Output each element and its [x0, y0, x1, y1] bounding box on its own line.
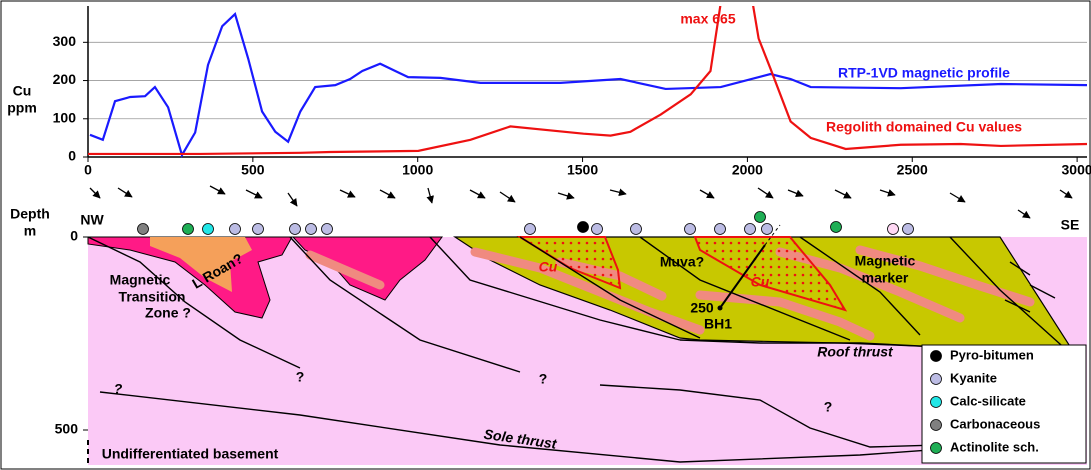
annotation: max 665 — [680, 11, 735, 27]
sample-marker — [525, 224, 536, 235]
x-tick-label: 2000 — [732, 162, 763, 178]
arrow — [558, 193, 574, 198]
sample-marker — [203, 224, 214, 235]
section-label: 250 — [690, 300, 714, 316]
sample-marker — [592, 224, 603, 235]
depth-label: m — [24, 223, 36, 239]
arrow — [758, 188, 773, 198]
drill-hole-end — [718, 306, 723, 311]
series-label: Regolith domained Cu values — [826, 119, 1022, 135]
legend-marker — [931, 443, 942, 454]
section-label: Undifferentiated basement — [102, 446, 279, 462]
section-label: marker — [862, 270, 909, 286]
sample-marker — [831, 222, 842, 233]
arrow — [246, 190, 262, 198]
arrow — [788, 190, 803, 196]
arrow — [428, 188, 432, 203]
arrow — [700, 190, 714, 198]
sample-marker — [745, 224, 756, 235]
sample-marker — [888, 224, 899, 235]
sample-marker — [631, 224, 642, 235]
section-label: ? — [824, 399, 833, 415]
y-tick-label: 100 — [53, 109, 77, 125]
sample-marker — [578, 222, 589, 233]
depth-tick-label: 500 — [55, 421, 79, 437]
figure: 0100200300050010001500200025003000CuppmR… — [0, 0, 1091, 470]
arrow — [835, 190, 851, 198]
depth-tick-label: 0 — [70, 228, 78, 244]
legend-label: Kyanite — [950, 370, 997, 385]
y-tick-label: 200 — [53, 71, 77, 87]
x-tick-label: 500 — [241, 162, 265, 178]
legend-label: Calc-silicate — [950, 393, 1026, 408]
arrow — [610, 190, 626, 194]
legend-marker — [931, 397, 942, 408]
sample-marker — [253, 224, 264, 235]
section-label: Roof thrust — [817, 344, 894, 360]
y-axis-label: Cu — [13, 83, 32, 99]
section-label: ? — [539, 371, 548, 387]
section-label: Cu — [751, 274, 770, 290]
sample-marker — [762, 224, 773, 235]
x-tick-label: 2500 — [897, 162, 928, 178]
section-label: ? — [114, 381, 123, 397]
legend-label: Pyro-bitumen — [950, 347, 1034, 362]
sample-marker — [290, 224, 301, 235]
x-tick-label: 1000 — [402, 162, 433, 178]
series-label: RTP-1VD magnetic profile — [838, 65, 1010, 81]
sample-marker — [138, 224, 149, 235]
legend-marker — [931, 351, 942, 362]
legend-marker — [931, 420, 942, 431]
legend-label: Actinolite sch. — [950, 439, 1039, 454]
arrow — [340, 190, 355, 197]
section-label: Cu — [539, 259, 558, 275]
x-tick-label: 1500 — [567, 162, 598, 178]
section-label: Transition — [119, 289, 186, 305]
arrow — [470, 190, 485, 198]
arrow — [210, 186, 225, 194]
section-label: Muva? — [660, 254, 704, 270]
section-label: Magnetic — [110, 272, 171, 288]
x-tick-label: 3000 — [1062, 162, 1091, 178]
sample-marker — [183, 224, 194, 235]
arrow — [288, 193, 297, 206]
depth-label: Depth — [10, 206, 50, 222]
sample-marker — [306, 224, 317, 235]
arrow — [950, 193, 965, 202]
y-tick-label: 300 — [53, 33, 77, 49]
sample-marker — [755, 212, 766, 223]
section-label: ? — [296, 369, 305, 385]
section-label: BH1 — [704, 316, 732, 332]
sample-marker — [903, 224, 914, 235]
arrow — [880, 190, 895, 195]
arrow — [118, 188, 132, 197]
sample-marker — [322, 224, 333, 235]
arrow — [380, 190, 395, 198]
arrow — [90, 188, 100, 198]
section-label: Zone ? — [145, 305, 191, 321]
legend-marker — [931, 374, 942, 385]
y-axis-label: ppm — [7, 100, 37, 116]
x-tick-label: 0 — [84, 162, 92, 178]
y-tick-label: 0 — [68, 148, 76, 164]
sample-marker — [685, 224, 696, 235]
arrow — [500, 192, 515, 202]
section-label: Magnetic — [855, 253, 916, 269]
legend-label: Carbonaceous — [950, 416, 1040, 431]
arrow — [1060, 190, 1072, 198]
end-label: SE — [1061, 217, 1080, 233]
arrow — [1018, 210, 1030, 218]
sample-marker — [230, 224, 241, 235]
end-label: NW — [80, 212, 104, 228]
sample-marker — [715, 224, 726, 235]
